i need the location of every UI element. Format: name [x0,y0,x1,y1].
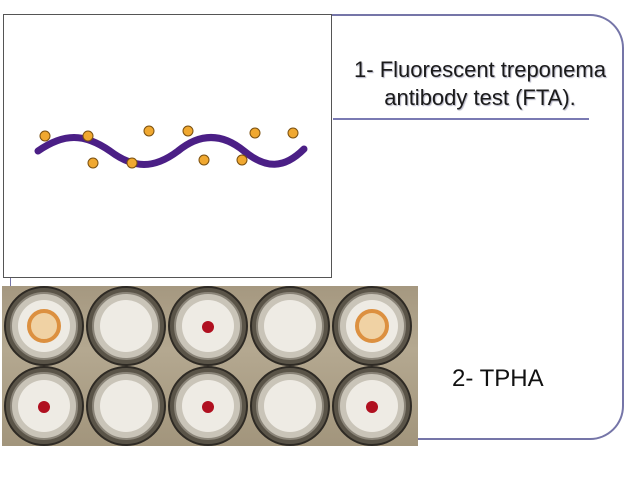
well-bottom [100,300,152,352]
antibody-dot [287,127,299,139]
well-empty [86,286,166,366]
antibody-dot [82,130,94,142]
antibody-markers [39,125,299,169]
fta-heading-line1: 1- Fluorescent treponema [354,57,606,82]
fta-heading-line2: antibody test (FTA). [384,85,576,110]
antibody-dot [182,125,194,137]
well-positive-mat [332,286,412,366]
fta-illustration-panel [3,14,332,278]
cell-button [202,401,214,413]
well-bottom [264,300,316,352]
cell-mat [27,309,61,343]
well-negative-button [4,366,84,446]
cell-button [202,321,214,333]
tpha-heading: 2- TPHA [452,365,544,392]
antibody-dot [198,154,210,166]
well-empty [86,366,166,446]
well-negative-button [168,366,248,446]
well-negative-button [168,286,248,366]
antibody-dot [126,157,138,169]
spirochete-spiral [34,134,308,168]
well-empty [250,286,330,366]
fta-illustration [34,125,308,169]
well-bottom [100,380,152,432]
cell-button [366,401,378,413]
plate-wells [4,286,412,446]
cell-button [38,401,50,413]
tpha-plate-photo [2,286,418,446]
well-empty [250,366,330,446]
heading-underline [333,118,589,120]
well-positive-mat [4,286,84,366]
well-bottom [264,380,316,432]
antibody-dot [249,127,261,139]
antibody-dot [236,154,248,166]
tpha-plate [4,286,412,446]
cell-mat [355,309,389,343]
slide-frame [300,14,624,440]
frame-tick [10,274,11,288]
antibody-dot [143,125,155,137]
well-negative-button [332,366,412,446]
antibody-dot [39,130,51,142]
antibody-dot [87,157,99,169]
fta-heading: 1- Fluorescent treponema antibody test (… [330,56,630,112]
